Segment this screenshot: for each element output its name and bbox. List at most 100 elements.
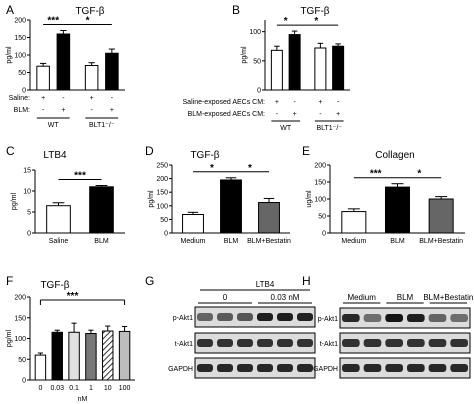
y-tick-label: 15 (23, 168, 31, 175)
blot-band (197, 313, 213, 321)
y-tick-label: 150 (156, 190, 168, 197)
y-axis-label: pg/ml (6, 330, 13, 348)
y-tick-label: 100 (14, 53, 26, 60)
blot-band (385, 364, 403, 372)
y-tick-label: 5 (27, 210, 31, 217)
x-row-sign: + (61, 107, 65, 114)
blot-band (217, 364, 233, 372)
y-tick-label: 50 (160, 217, 168, 224)
x-tick-label: 0.03 (50, 385, 64, 392)
x-tick-label: BLM (224, 238, 239, 245)
x-tick-label: 100 (119, 385, 131, 392)
blot-band (428, 339, 447, 347)
blot-band (237, 313, 253, 321)
bar (332, 45, 345, 91)
blot-band (407, 364, 425, 372)
blot-row-label: GAPDH (313, 366, 338, 373)
group-label: BLT1⁻/⁻ (89, 122, 115, 129)
x-row-sign: + (110, 107, 114, 114)
blot-group-label: Medium (347, 293, 376, 302)
significance-label: *** (47, 16, 59, 27)
x-row-sign: - (293, 99, 296, 106)
blot-band (450, 314, 468, 322)
panel-letter: H (302, 274, 311, 288)
blot-band (363, 314, 382, 322)
blot-band (217, 313, 233, 321)
y-tick-label: 50 (18, 357, 26, 364)
x-row-label: BLM-exposed AECs CM: (188, 111, 265, 118)
blot-strip (339, 357, 471, 379)
blot-panel-g: G LTB4 0 0.03 nM p-Akt1 t-Akt1 GAPDH (145, 274, 316, 379)
bar (258, 202, 280, 234)
blot-strip (339, 307, 471, 329)
blot-band (197, 339, 213, 347)
chart-title: TGF-β (190, 150, 219, 161)
panel-letter: F (6, 274, 13, 288)
y-tick-label: 200 (314, 163, 326, 170)
bar (85, 333, 97, 381)
blot-band (237, 339, 253, 347)
blot-band (450, 364, 468, 372)
x-row-label: BLM: (14, 107, 30, 114)
blot-band (342, 339, 360, 347)
y-axis-label: pg/ml (11, 193, 18, 211)
significance-label: *** (74, 171, 86, 182)
blot-group-label: BLM (397, 293, 414, 302)
chart-title: TGF-β (300, 6, 329, 17)
x-tick-label: 1 (89, 385, 93, 392)
y-tick-label: 150 (314, 180, 326, 187)
bar (56, 33, 71, 91)
significance-label: * (314, 16, 318, 27)
blot-group-label: BLM+Bestatin (423, 293, 473, 302)
blot-band (257, 339, 273, 347)
x-tick-label: Medium (341, 238, 366, 245)
x-row-sign: + (275, 99, 279, 106)
y-tick-label: 50 (253, 58, 261, 65)
blot-band (277, 339, 293, 347)
group-label: BLT1⁻/⁻ (316, 125, 342, 132)
x-row-label: Saline-exposed AECs CM: (183, 99, 266, 106)
panel-letter: E (302, 144, 310, 158)
blot-band (277, 313, 293, 321)
x-tick-label: 10 (104, 385, 112, 392)
chart-title: TGF-β (75, 6, 104, 17)
blot-row-label: GAPDH (168, 366, 193, 373)
blot-header: LTB4 (256, 280, 275, 289)
chart-panel-b: B TGF-β 0 50 100 pg/ml * * Saline-exposed AECs C… (183, 3, 350, 132)
blot-strip (194, 357, 316, 379)
x-row-sign: - (111, 95, 114, 102)
x-tick-label: Saline (49, 238, 69, 245)
x-row-sign: + (41, 95, 45, 102)
y-axis-label: pg/ml (241, 46, 248, 64)
bar (288, 34, 301, 91)
bar (384, 186, 411, 234)
blot-band (407, 314, 425, 322)
chart-title: Collagen (375, 150, 414, 161)
y-tick-label: 0 (164, 231, 168, 238)
x-tick-label: BLM (390, 238, 405, 245)
blot-band (277, 364, 293, 372)
bar (270, 49, 283, 91)
group-label: WT (48, 122, 60, 129)
panel-letter: B (232, 3, 240, 17)
bar (89, 186, 114, 234)
blot-band (428, 364, 447, 372)
y-tick-label: 100 (314, 197, 326, 204)
blot-strip (339, 332, 471, 354)
bar (220, 179, 242, 234)
chart-panel-d: D TGF-β 0 50 100 150 200 250 pg/ml * * Medium BLM BLM… (145, 144, 291, 245)
blot-group-label: 0 (223, 293, 228, 302)
blot-band (197, 364, 213, 372)
chart-title: LTB4 (43, 150, 67, 161)
blot-band (363, 364, 382, 372)
blot-band (342, 314, 360, 322)
significance-label: *** (370, 169, 382, 180)
bar (36, 65, 50, 91)
y-tick-label: 0 (322, 231, 326, 238)
bar (341, 211, 367, 234)
y-tick-label: 200 (14, 295, 26, 302)
y-tick-label: 0 (257, 88, 261, 95)
